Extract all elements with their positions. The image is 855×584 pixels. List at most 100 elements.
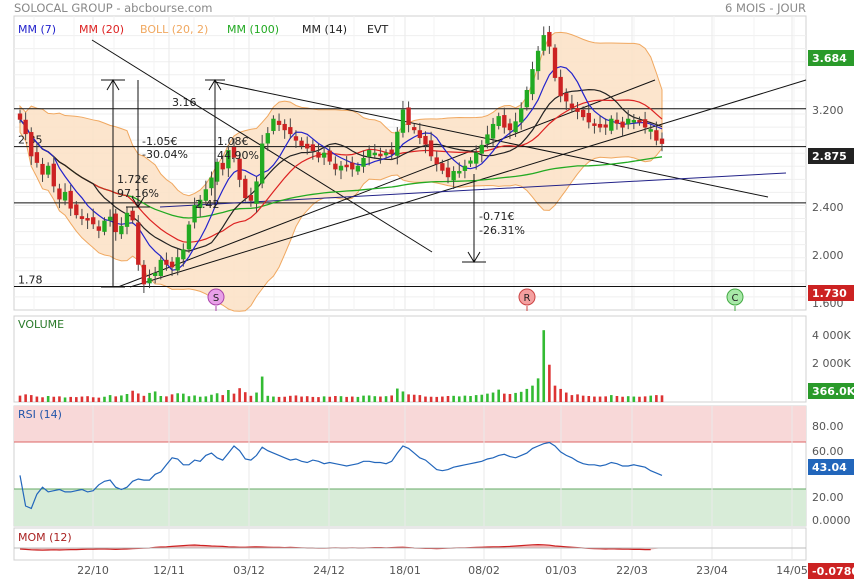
volume-bar bbox=[660, 395, 664, 402]
candle-body bbox=[141, 264, 147, 285]
candle-body bbox=[62, 191, 68, 201]
volume-bar bbox=[649, 395, 653, 402]
volume-bar bbox=[97, 397, 101, 402]
candle-body bbox=[372, 152, 377, 156]
volume-bar bbox=[463, 395, 467, 402]
candle-body bbox=[119, 225, 124, 235]
hline-label-3: 1.78 bbox=[18, 273, 43, 286]
candle-body bbox=[254, 181, 259, 204]
volume-bar bbox=[610, 395, 613, 402]
volume-bar bbox=[165, 396, 168, 402]
volume-bar bbox=[125, 394, 129, 402]
candle-body bbox=[214, 161, 220, 182]
volume-bar bbox=[429, 396, 433, 402]
event-marker-2[interactable] bbox=[726, 288, 744, 306]
candle-body bbox=[502, 115, 507, 128]
ma20-line bbox=[19, 99, 663, 243]
volume-bar bbox=[148, 392, 151, 402]
legend-item-2[interactable]: BOLL (20, 2) bbox=[140, 23, 208, 36]
volume-bar bbox=[266, 395, 270, 402]
trend-line-0 bbox=[117, 79, 656, 288]
volume-bar bbox=[277, 396, 281, 402]
candle-body bbox=[569, 103, 575, 108]
x-tick-7: 22/03 bbox=[616, 564, 648, 577]
candle-body bbox=[406, 107, 411, 125]
candle-body bbox=[479, 144, 484, 154]
annotation-3: 97.16% bbox=[117, 187, 159, 200]
candle-body bbox=[361, 157, 366, 167]
volume-bar bbox=[328, 396, 332, 402]
candle-body bbox=[383, 152, 389, 156]
volume-bar bbox=[553, 385, 557, 402]
volume-bar bbox=[593, 396, 596, 402]
volume-bar bbox=[272, 396, 275, 402]
measure-arrowhead-4 bbox=[467, 251, 481, 263]
legend-item-3[interactable]: MM (100) bbox=[227, 23, 279, 36]
volume-bar bbox=[339, 396, 343, 402]
candle-body bbox=[282, 123, 287, 131]
candle-body bbox=[74, 204, 79, 216]
candle-body bbox=[580, 109, 586, 118]
volume-bar bbox=[86, 396, 89, 402]
rsi-current-badge: 43.04 bbox=[812, 461, 847, 474]
volume-bar bbox=[508, 394, 512, 402]
annotation-8: -26.31% bbox=[479, 224, 525, 237]
event-letter-2: C bbox=[732, 293, 739, 304]
volume-bar bbox=[379, 396, 382, 402]
candle-body bbox=[316, 152, 321, 158]
support-resistance-lines: 3.162.851.78 bbox=[14, 96, 806, 287]
price-low-badge-bg bbox=[808, 285, 854, 301]
candle-body bbox=[614, 119, 620, 124]
price-high-badge: 3.684 bbox=[812, 52, 847, 65]
volume-bar bbox=[418, 395, 422, 402]
candle-body bbox=[248, 195, 254, 201]
volume-bar bbox=[80, 396, 84, 402]
x-tick-9: 14/05 bbox=[776, 564, 808, 577]
y-axis: 3.2002.8002.4002.0001.6003.6842.8751.730… bbox=[808, 50, 855, 579]
candle-body bbox=[586, 112, 591, 123]
volume-bar bbox=[480, 394, 484, 402]
volume-bar bbox=[232, 393, 236, 402]
legend-item-1[interactable]: MM (20) bbox=[79, 23, 124, 36]
legend-item-5[interactable]: EVT bbox=[367, 23, 388, 36]
volume-tick-1: 2 000K bbox=[812, 357, 851, 370]
candle-body bbox=[102, 220, 107, 232]
price-tick-0: 3.200 bbox=[812, 104, 844, 117]
candle-body bbox=[338, 165, 344, 171]
event-marker-0[interactable] bbox=[207, 288, 225, 306]
volume-bar bbox=[373, 396, 377, 402]
volume-bar bbox=[159, 396, 163, 402]
volume-bar bbox=[452, 395, 455, 402]
candle-body bbox=[603, 124, 608, 128]
volume-bar bbox=[621, 396, 624, 402]
candle-body bbox=[243, 178, 248, 199]
candle-body bbox=[29, 132, 34, 157]
annotation-0: -1.05€ bbox=[142, 135, 177, 148]
volume-bar bbox=[412, 394, 416, 402]
volume-bar bbox=[249, 395, 253, 402]
volume-bar bbox=[446, 396, 450, 402]
candle-body bbox=[17, 113, 23, 120]
indicator-legend[interactable]: MM (7) MM (20) BOLL (20, 2) MM (100) MM (14)… bbox=[18, 23, 388, 36]
legend-item-4[interactable]: MM (14) bbox=[302, 23, 347, 36]
candle-body bbox=[609, 118, 614, 131]
volume-bar bbox=[469, 396, 472, 402]
candle-body bbox=[265, 133, 270, 144]
volume-tick-0: 4 000K bbox=[812, 329, 851, 342]
volume-bar bbox=[29, 395, 33, 402]
volume-bar bbox=[497, 389, 500, 402]
x-tick-1: 12/11 bbox=[153, 564, 185, 577]
price-current-badge: 2.875 bbox=[812, 150, 847, 163]
candle-body bbox=[462, 165, 468, 171]
legend-item-0[interactable]: MM (7) bbox=[18, 23, 56, 36]
event-letter-0: S bbox=[213, 293, 219, 304]
candle-body bbox=[378, 153, 383, 157]
price-tick-2: 2.400 bbox=[812, 201, 844, 214]
candle-body bbox=[34, 152, 40, 163]
event-marker-1[interactable] bbox=[518, 288, 536, 306]
candle-body bbox=[231, 146, 237, 158]
volume-bar bbox=[69, 396, 72, 402]
annotation-4: 1.08€ bbox=[217, 135, 249, 148]
candle-body bbox=[654, 130, 659, 141]
